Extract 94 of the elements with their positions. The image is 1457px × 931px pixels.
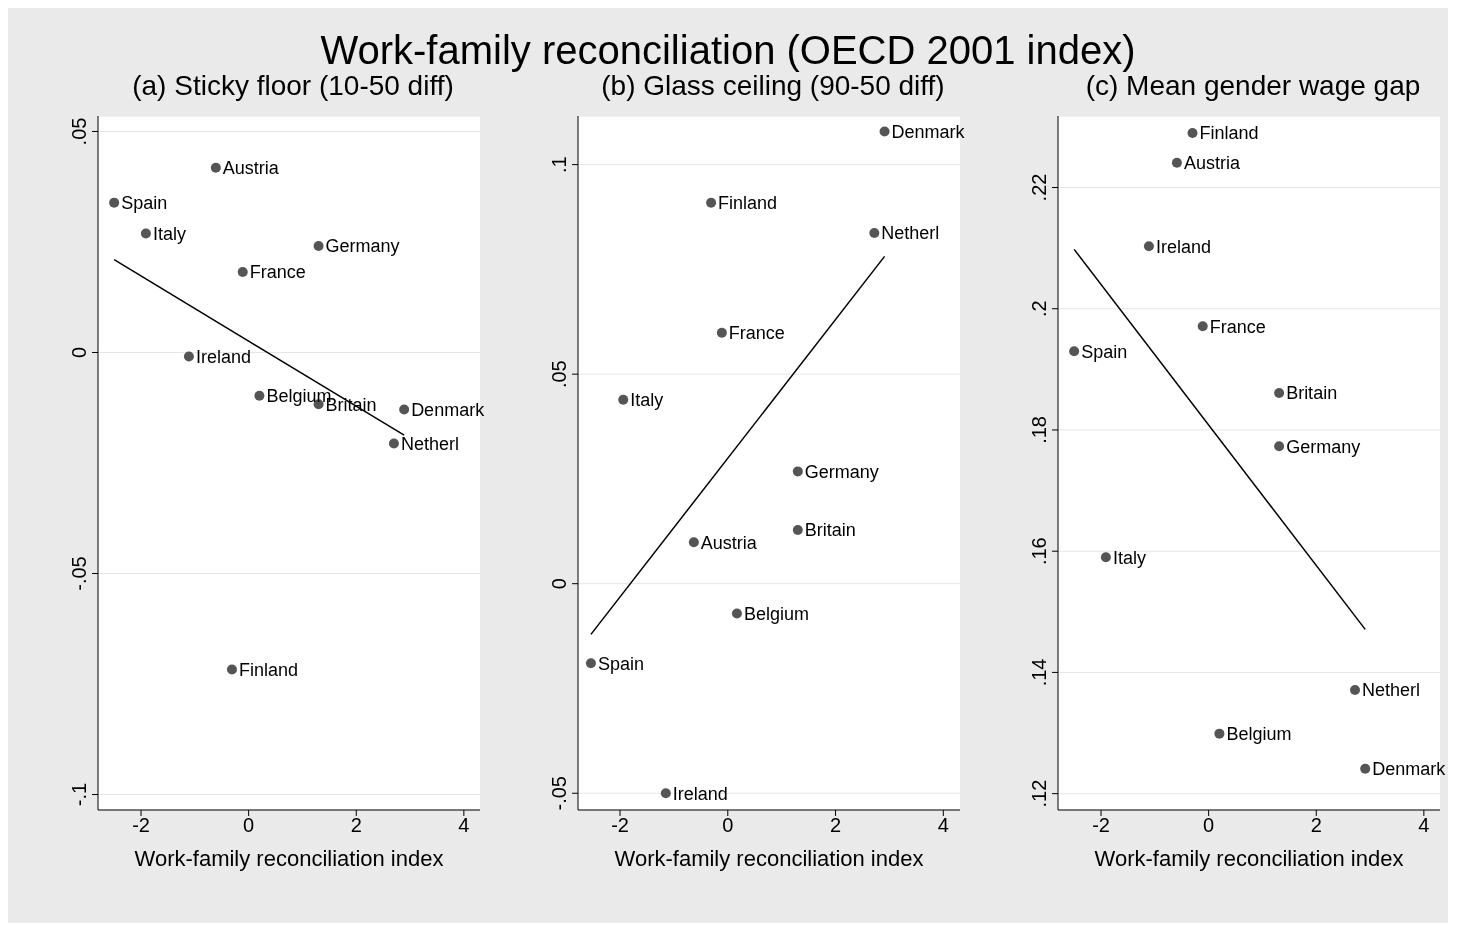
x-tick-label: 4: [1418, 814, 1430, 837]
x-tick-label: 2: [350, 814, 362, 837]
annotation: Finland: [238, 659, 299, 680]
annotation: Denmark: [411, 399, 486, 420]
y-tick-label: .05: [548, 360, 570, 389]
point: [254, 390, 265, 401]
point: [688, 537, 699, 548]
point: [1274, 387, 1285, 398]
point: [109, 197, 120, 208]
annotation: Austria: [1183, 153, 1241, 174]
point: [1274, 441, 1285, 452]
text: Work-family reconciliation (OECD 2001 index): [319, 28, 1137, 72]
annotation: Belgium: [1226, 724, 1292, 745]
point: [1069, 346, 1080, 357]
point: [1349, 684, 1360, 695]
point: [1171, 157, 1182, 168]
annotation: Spain: [597, 653, 644, 674]
y-tick-label: -.05: [548, 776, 570, 811]
point: [660, 788, 671, 799]
x-tick-label: -2: [1092, 814, 1110, 837]
annotation: France: [728, 323, 785, 344]
y-tick-label: 0: [68, 346, 90, 359]
y-tick-label: .1: [548, 156, 570, 173]
x-tick-label: 4: [937, 814, 949, 837]
point: [706, 197, 717, 208]
x-tick-label: 4: [458, 814, 470, 837]
y-tick-label: .2: [1028, 300, 1050, 318]
y-tick-label: .22: [1028, 173, 1050, 202]
annotation: Netherl: [400, 433, 459, 454]
point: [585, 658, 596, 669]
annotation: Ireland: [672, 783, 728, 804]
annotation: Ireland: [195, 346, 251, 367]
annotation: France: [1209, 316, 1266, 337]
point: [1214, 728, 1225, 739]
y-tick-label: .05: [68, 117, 90, 146]
y-tick-label: .18: [1028, 416, 1050, 444]
annotation: Britain: [1286, 383, 1338, 404]
annotation: Spain: [121, 193, 168, 214]
point: [1143, 241, 1154, 252]
y-tick-label: -.1: [68, 782, 90, 807]
point: [1100, 552, 1111, 563]
x-tick-label: 0: [243, 814, 255, 837]
point: [716, 327, 727, 338]
x-axis-title: Work-family reconciliation index: [134, 846, 444, 871]
annotation: France: [249, 262, 306, 283]
x-tick-label: 0: [1203, 814, 1215, 837]
x-tick-label: -2: [132, 814, 150, 837]
annotation: Austria: [222, 158, 280, 179]
annotation: Germany: [1286, 436, 1361, 457]
annotation: Finland: [718, 193, 778, 214]
annotation: Austria: [700, 532, 758, 553]
point: [140, 228, 151, 239]
annotation: Belgium: [743, 603, 809, 624]
point: [388, 438, 399, 449]
annotation: Ireland: [1155, 236, 1211, 257]
y-tick-label: 0: [548, 578, 570, 590]
point: [792, 466, 803, 477]
annotation: Netherl: [881, 223, 940, 244]
point: [399, 404, 410, 415]
annotation: Denmark: [891, 121, 966, 142]
annotation: Italy: [630, 390, 664, 411]
point: [313, 240, 324, 251]
point: [1360, 763, 1371, 774]
annotation: Spain: [1081, 341, 1128, 362]
annotation: Italy: [1112, 547, 1146, 568]
point: [226, 664, 237, 675]
x-tick-label: 2: [829, 814, 842, 837]
annotation: Germany: [804, 461, 879, 482]
point: [1197, 321, 1208, 332]
x-axis-title: Work-family reconciliation index: [1094, 846, 1404, 871]
annotation: Britain: [804, 520, 856, 541]
annotation: Italy: [152, 223, 186, 244]
chart-title: (a) Sticky floor (10-50 diff): [131, 70, 454, 103]
x-tick-label: 2: [1310, 814, 1322, 837]
y-tick-label: .16: [1028, 537, 1050, 566]
point: [792, 525, 803, 536]
point: [879, 126, 890, 137]
point: [210, 162, 221, 173]
x-tick-label: 0: [722, 814, 734, 837]
point: [1187, 127, 1198, 138]
annotation: Finland: [1199, 123, 1259, 144]
x-axis-title: Work-family reconciliation index: [614, 846, 924, 871]
x-tick-label: -2: [611, 814, 629, 837]
annotation: Netherl: [1361, 680, 1421, 701]
y-tick-label: .14: [1028, 658, 1050, 687]
point: [237, 267, 248, 278]
annotation: Germany: [325, 236, 400, 257]
point: [731, 608, 742, 619]
y-tick-label: -.05: [68, 556, 90, 591]
point: [183, 351, 194, 362]
point: [869, 227, 880, 238]
y-tick-label: .12: [1028, 779, 1050, 808]
point: [618, 394, 629, 405]
annotation: Denmark: [1372, 759, 1447, 780]
